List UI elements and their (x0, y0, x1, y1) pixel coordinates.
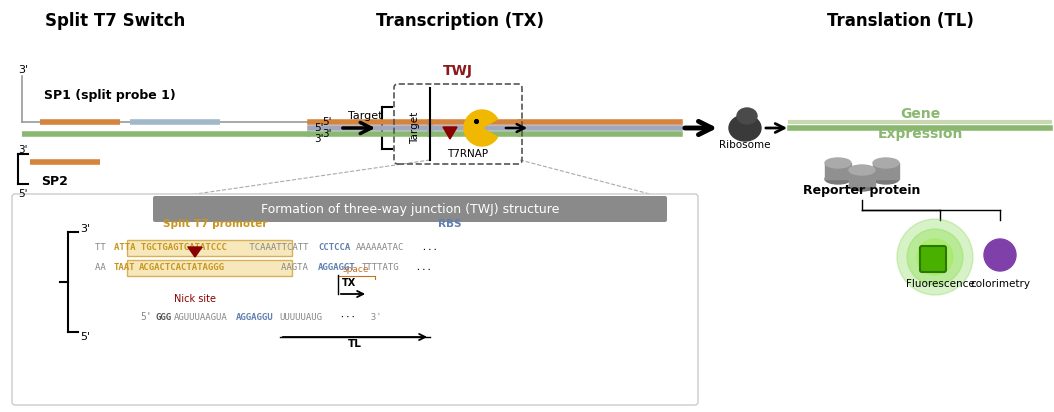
Text: 5': 5' (323, 117, 332, 127)
Text: Split T7 Switch: Split T7 Switch (45, 12, 186, 30)
Text: colorimetry: colorimetry (970, 279, 1030, 289)
Text: TTTTATG: TTTTATG (362, 262, 399, 272)
Text: 5': 5' (18, 189, 27, 199)
Text: ...: ... (411, 243, 438, 251)
Ellipse shape (825, 158, 851, 168)
Text: Split T7 promoter: Split T7 promoter (162, 219, 267, 229)
Ellipse shape (825, 174, 851, 184)
Text: 3': 3' (18, 65, 28, 75)
Text: AA: AA (95, 262, 111, 272)
Text: Target: Target (348, 111, 383, 121)
Text: space: space (343, 265, 369, 274)
Ellipse shape (737, 108, 757, 124)
FancyBboxPatch shape (12, 194, 698, 405)
FancyBboxPatch shape (920, 246, 946, 272)
Text: AAAAAATAC: AAAAAATAC (355, 243, 404, 251)
Text: Reporter protein: Reporter protein (803, 184, 921, 197)
Polygon shape (873, 163, 899, 179)
Text: Translation (TL): Translation (TL) (826, 12, 974, 30)
Text: Fluorescence: Fluorescence (905, 279, 974, 289)
Text: Transcription (TX): Transcription (TX) (376, 12, 544, 30)
Text: AGUUUAAGUA: AGUUUAAGUA (174, 312, 228, 321)
Text: Expression: Expression (877, 127, 962, 141)
Ellipse shape (850, 181, 875, 191)
Text: ACGACTCACTATAGGG: ACGACTCACTATAGGG (138, 262, 225, 272)
Circle shape (984, 239, 1016, 271)
Text: AGGAGGU: AGGAGGU (236, 312, 273, 321)
Text: TT: TT (95, 243, 111, 251)
Text: SP2: SP2 (41, 175, 69, 188)
Text: TX: TX (341, 278, 356, 288)
Circle shape (917, 239, 953, 275)
Text: GGG: GGG (155, 312, 171, 321)
Text: 5': 5' (314, 123, 324, 133)
Circle shape (897, 219, 973, 295)
Text: Gene: Gene (900, 107, 940, 121)
Text: ...: ... (405, 262, 432, 272)
Ellipse shape (729, 115, 761, 141)
Text: 5': 5' (140, 312, 152, 322)
Text: 5': 5' (80, 332, 91, 342)
FancyBboxPatch shape (126, 240, 292, 256)
Text: SP1 (split probe 1): SP1 (split probe 1) (44, 89, 176, 102)
FancyBboxPatch shape (126, 260, 292, 276)
Text: TL: TL (348, 339, 362, 349)
Text: ATTA TGCTGAGTGATATCCC: ATTA TGCTGAGTGATATCCC (114, 243, 227, 251)
Polygon shape (443, 127, 457, 139)
Text: TWJ: TWJ (443, 64, 473, 78)
Text: Target: Target (410, 112, 419, 144)
Text: Ribosome: Ribosome (719, 140, 770, 150)
Text: RBS: RBS (438, 219, 462, 229)
Text: 3': 3' (323, 129, 332, 139)
Text: TAAT: TAAT (114, 262, 135, 272)
FancyBboxPatch shape (153, 196, 667, 222)
Text: T7RNAP: T7RNAP (448, 149, 489, 159)
Text: TCAAATTCATT: TCAAATTCATT (243, 243, 309, 251)
Polygon shape (188, 247, 202, 257)
Text: 3': 3' (18, 145, 27, 155)
Polygon shape (825, 163, 851, 179)
Circle shape (907, 229, 963, 285)
Text: AGGAGGT: AGGAGGT (318, 262, 356, 272)
Ellipse shape (850, 165, 875, 175)
Text: UUUUUAUG: UUUUUAUG (279, 312, 323, 321)
Ellipse shape (873, 158, 899, 168)
Text: 3': 3' (359, 312, 382, 321)
Text: CCTCCA: CCTCCA (318, 243, 350, 251)
Text: AAGTA: AAGTA (237, 262, 308, 272)
Ellipse shape (873, 174, 899, 184)
Text: 3': 3' (314, 134, 324, 144)
Text: Nick site: Nick site (174, 294, 216, 304)
Text: 3': 3' (80, 224, 91, 234)
Text: ···: ··· (329, 312, 355, 321)
Polygon shape (850, 170, 875, 186)
Wedge shape (464, 110, 497, 146)
Text: Formation of three-way junction (TWJ) structure: Formation of three-way junction (TWJ) st… (260, 203, 560, 215)
